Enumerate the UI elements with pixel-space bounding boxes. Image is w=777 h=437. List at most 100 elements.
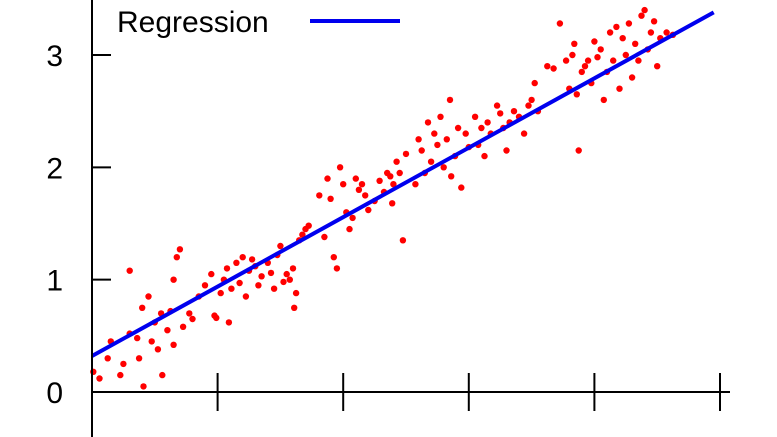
data-point-144 [613,23,620,31]
data-point-145 [616,85,623,92]
data-point-70 [346,225,353,233]
data-point-124 [544,62,551,70]
data-point-120 [525,102,532,109]
data-point-55 [291,304,298,311]
data-point-135 [584,57,592,64]
scatter-points [90,6,677,390]
data-point-127 [562,57,570,64]
data-point-63 [324,175,331,182]
data-point-4 [117,371,124,379]
data-point-75 [362,192,369,199]
data-point-8 [134,334,141,342]
data-point-110 [484,119,491,126]
data-point-65 [330,254,337,261]
data-point-150 [632,40,639,47]
data-point-9 [135,355,143,362]
data-point-32 [217,289,224,297]
data-point-100 [448,173,455,180]
data-point-99 [446,96,454,104]
data-point-142 [606,29,614,36]
data-point-10 [139,304,146,311]
data-point-36 [228,285,235,292]
data-point-157 [654,62,661,70]
data-point-132 [575,147,582,154]
data-point-37 [233,259,240,266]
data-point-29 [208,270,215,278]
data-point-78 [376,177,383,184]
data-point-13 [148,338,155,345]
data-point-92 [424,119,432,126]
data-point-6 [126,267,133,274]
regression-line [91,10,715,358]
data-point-18 [164,327,171,334]
data-point-52 [283,270,290,278]
data-point-47 [267,269,275,277]
data-point-131 [573,91,580,98]
data-point-51 [280,278,287,286]
data-point-40 [242,293,250,300]
data-point-133 [578,68,585,76]
data-point-20 [170,276,177,283]
data-point-140 [600,96,607,104]
data-point-126 [556,20,564,27]
y-tick-label-0: 0 [46,377,63,410]
data-point-25 [186,310,193,317]
data-point-95 [434,141,441,149]
data-point-113 [497,110,504,117]
data-point-87 [402,150,410,158]
data-point-35 [225,319,233,326]
data-point-125 [550,65,557,72]
data-point-122 [531,79,538,87]
data-point-134 [581,62,589,70]
data-point-90 [418,147,425,154]
data-point-56 [292,289,300,297]
data-point-106 [471,113,479,121]
data-point-5 [120,360,127,368]
data-point-2 [104,355,111,362]
data-point-26 [189,315,196,323]
data-point-72 [352,175,359,182]
legend: Regression [117,6,400,39]
data-point-85 [396,169,403,177]
data-point-12 [145,293,152,300]
data-point-76 [365,206,372,214]
data-point-88 [412,181,419,188]
y-tick-label-3: 3 [46,40,63,73]
data-point-84 [393,158,400,165]
data-point-83 [390,181,397,188]
data-point-44 [255,282,262,289]
data-point-143 [610,57,617,64]
data-point-155 [647,29,655,36]
y-tick-label-2: 2 [46,152,63,185]
data-point-58 [299,231,306,238]
data-point-17 [159,371,166,379]
data-point-130 [571,40,578,47]
data-point-53 [286,276,293,283]
data-point-48 [270,285,278,292]
data-point-34 [223,265,231,272]
data-point-24 [179,323,187,330]
data-point-152 [638,12,645,19]
legend-label-regression: Regression [117,6,269,39]
data-point-103 [458,184,465,191]
data-point-74 [358,181,366,188]
data-point-129 [569,51,576,59]
data-point-151 [635,57,642,64]
data-point-146 [619,35,626,42]
data-point-149 [628,74,636,81]
data-point-117 [510,108,518,115]
data-point-61 [316,192,323,199]
data-point-42 [248,256,256,263]
data-point-50 [277,242,284,250]
data-point-112 [493,102,501,109]
data-point-148 [625,20,633,27]
data-point-137 [591,38,598,45]
data-point-156 [650,18,658,25]
data-point-11 [140,383,147,390]
data-point-39 [239,254,246,261]
data-point-119 [520,130,528,137]
data-point-89 [415,136,422,143]
data-point-102 [454,124,462,132]
data-point-109 [481,152,488,160]
